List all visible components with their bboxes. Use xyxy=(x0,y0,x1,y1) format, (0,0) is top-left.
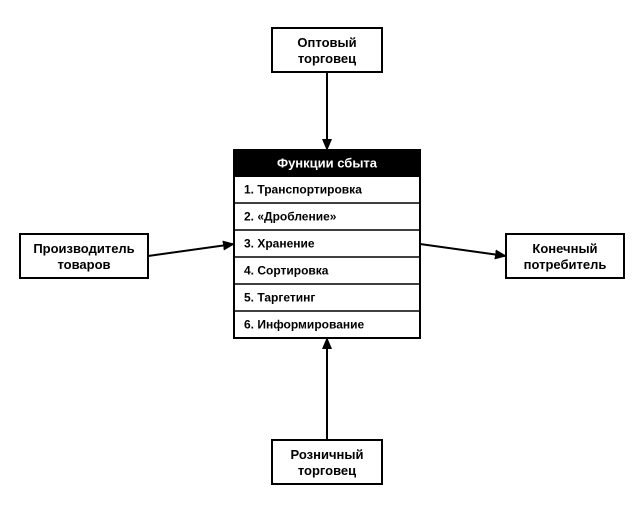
center-row-label: 4. Сортировка xyxy=(244,264,329,278)
center-row-label: 6. Информирование xyxy=(244,318,364,332)
node-bottom: Розничный торговец xyxy=(272,440,382,484)
node-top-line1: Оптовый xyxy=(297,35,356,50)
node-left: Производитель товаров xyxy=(20,234,148,278)
center-row-label: 2. «Дробление» xyxy=(244,210,337,224)
node-left-line1: Производитель xyxy=(33,241,134,256)
diagram-canvas: Оптовый торговец Производитель товаров К… xyxy=(0,0,641,511)
node-left-line2: товаров xyxy=(57,257,110,272)
node-bottom-line2: торговец xyxy=(298,463,356,478)
arrow-center-to-right xyxy=(420,244,506,256)
node-right: Конечный потребитель xyxy=(506,234,624,278)
node-top-line2: торговец xyxy=(298,51,356,66)
center-row-label: 3. Хранение xyxy=(244,237,315,251)
node-center: Функции сбыта 1. Транспортировка 2. «Дробл… xyxy=(234,150,420,338)
center-row-label: 1. Транспортировка xyxy=(244,183,362,197)
center-title: Функции сбыта xyxy=(277,156,378,171)
center-row-label: 5. Таргетинг xyxy=(244,291,315,305)
node-top: Оптовый торговец xyxy=(272,28,382,72)
arrow-left-to-center xyxy=(148,244,234,256)
node-right-line2: потребитель xyxy=(524,257,607,272)
node-bottom-line1: Розничный xyxy=(291,447,364,462)
node-right-line1: Конечный xyxy=(532,241,597,256)
